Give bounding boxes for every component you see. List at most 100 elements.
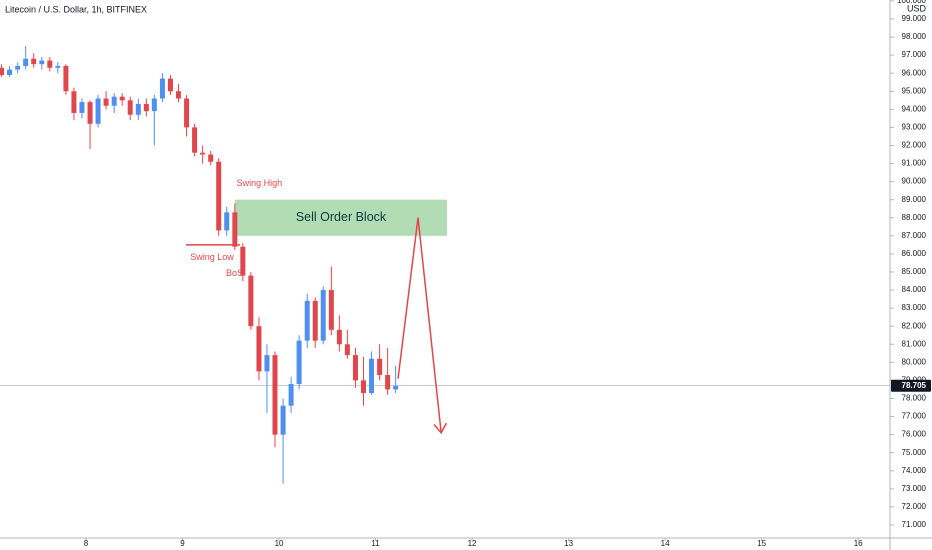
candle-body <box>369 358 375 394</box>
candle-body <box>95 98 101 124</box>
y-tick-label: 96.000 <box>902 68 927 77</box>
candle-body <box>272 355 278 435</box>
candle-body <box>328 290 334 330</box>
x-tick-label: 12 <box>468 539 477 548</box>
y-tick-label: 78.000 <box>902 394 927 403</box>
candle-body <box>256 326 262 372</box>
candle-body <box>15 65 21 70</box>
x-tick-label: 9 <box>180 539 185 548</box>
y-tick-label: 99.000 <box>902 14 927 23</box>
candle-body <box>264 355 270 372</box>
candle-body <box>304 300 310 341</box>
candle-body <box>184 98 190 128</box>
y-tick-label: 73.000 <box>902 484 927 493</box>
y-tick-label: 97.000 <box>902 50 927 59</box>
price-tag-label: 78.705 <box>902 381 927 390</box>
y-tick-label: 81.000 <box>902 339 927 348</box>
y-tick-label: 89.000 <box>902 195 927 204</box>
price-tag <box>891 379 931 392</box>
candle-body <box>111 96 117 106</box>
candle-body <box>248 275 254 327</box>
candle-body <box>63 65 69 92</box>
candle-body <box>385 374 391 390</box>
candle-body <box>175 91 181 99</box>
annotation: Swing High <box>237 178 283 188</box>
candle-body <box>71 91 77 113</box>
candle-body <box>336 329 342 345</box>
currency-label: USD <box>907 3 927 13</box>
annotation: Swing Low <box>190 252 234 262</box>
y-tick-label: 86.000 <box>902 249 927 258</box>
candle-body <box>320 290 326 341</box>
y-tick-label: 100.000 <box>897 0 926 5</box>
y-tick-label: 84.000 <box>902 285 927 294</box>
y-tick-label: 91.000 <box>902 159 927 168</box>
candle-body <box>312 300 318 341</box>
y-tick-label: 93.000 <box>902 123 927 132</box>
x-tick-label: 15 <box>757 539 766 548</box>
candle-body <box>23 58 29 66</box>
candle-body <box>47 60 53 68</box>
y-tick-label: 94.000 <box>902 104 927 113</box>
x-tick-label: 10 <box>275 539 284 548</box>
order-block-zone <box>235 199 447 236</box>
y-tick-label: 90.000 <box>902 177 927 186</box>
candle-body <box>31 58 37 65</box>
candle-body <box>127 100 133 115</box>
y-tick-label: 85.000 <box>902 267 927 276</box>
chart-title: Litecoin / U.S. Dollar, 1h, BITFINEX <box>5 4 147 14</box>
candle-body <box>119 96 125 101</box>
candle-body <box>240 246 246 276</box>
candle-body <box>232 212 238 247</box>
candle-body <box>393 385 399 390</box>
candle-body <box>167 78 173 92</box>
candle-body <box>143 103 149 112</box>
y-tick-label: 83.000 <box>902 303 927 312</box>
order-block-label: Sell Order Block <box>296 210 387 224</box>
y-tick-label: 92.000 <box>902 141 927 150</box>
x-tick-label: 16 <box>854 539 863 548</box>
projection-arrowhead <box>433 422 448 435</box>
candle-body <box>7 69 13 75</box>
x-tick-label: 14 <box>661 539 670 548</box>
candle-body <box>135 103 141 115</box>
x-tick-label: 13 <box>564 539 573 548</box>
x-tick-label: 11 <box>371 539 380 548</box>
y-tick-label: 74.000 <box>902 466 927 475</box>
candle-body <box>39 60 45 65</box>
candle-body <box>79 102 85 113</box>
candle-body <box>87 102 93 124</box>
candle-body <box>377 358 383 375</box>
y-tick-label: 88.000 <box>902 213 927 222</box>
candle-body <box>352 355 358 381</box>
candle-body <box>216 161 222 231</box>
candle-body <box>200 152 206 155</box>
y-tick-label: 87.000 <box>902 231 927 240</box>
y-tick-label: 82.000 <box>902 321 927 330</box>
candle-body <box>55 65 61 68</box>
candle-body <box>0 67 5 75</box>
y-tick-label: 75.000 <box>902 448 927 457</box>
candle-body <box>280 405 286 435</box>
candle-body <box>224 212 230 231</box>
y-tick-label: 95.000 <box>902 86 927 95</box>
candle-body <box>103 98 109 106</box>
candle-body <box>344 344 350 356</box>
candle-body <box>288 384 294 406</box>
y-tick-label: 98.000 <box>902 32 927 41</box>
candle-body <box>360 380 366 394</box>
candle-body <box>159 78 165 99</box>
x-tick-label: 8 <box>84 539 89 548</box>
y-tick-label: 77.000 <box>902 412 927 421</box>
y-tick-label: 76.000 <box>902 430 927 439</box>
annotation: BoS <box>226 268 243 278</box>
candle-body <box>208 154 214 162</box>
y-tick-label: 72.000 <box>902 502 927 511</box>
candle-body <box>192 127 198 153</box>
y-tick-label: 71.000 <box>902 520 927 529</box>
projection-path <box>397 217 442 433</box>
y-tick-label: 80.000 <box>902 357 927 366</box>
